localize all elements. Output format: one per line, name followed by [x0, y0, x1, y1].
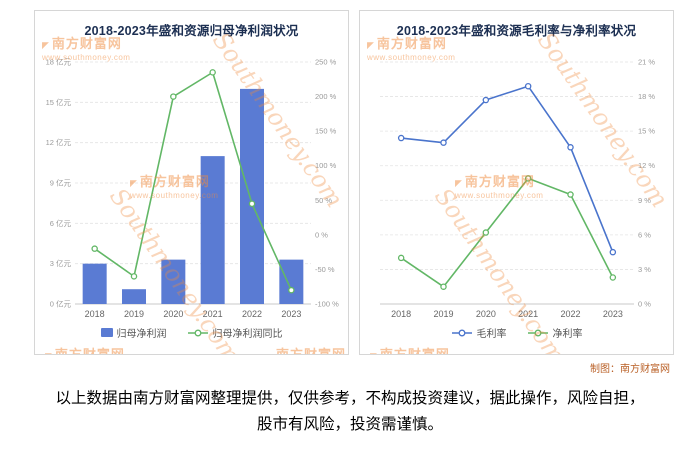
svg-text:2018: 2018 [391, 309, 411, 319]
svg-text:18 %: 18 % [638, 92, 655, 101]
chart-panel-net-profit: 2018-2023年盛和资源归母净利润状况 0 亿元 3 亿元 6 亿元 9 亿元 12… [34, 10, 349, 355]
svg-text:-50 %: -50 % [315, 265, 335, 274]
chart-legend: 毛利率 净利率 [360, 325, 673, 340]
legend-line-swatch [187, 328, 209, 338]
margins-chart: 0 % 3 % 6 % 9 % 12 % 15 % 18 % 21 % 2018 2019 2020… [380, 58, 655, 319]
watermark-logo-icon: ◤ [370, 351, 378, 354]
svg-text:21 %: 21 % [638, 58, 655, 67]
legend-item-net-profit: 归母净利润 [100, 325, 167, 340]
svg-text:9 %: 9 % [638, 196, 651, 205]
svg-text:18 亿元: 18 亿元 [46, 57, 72, 67]
svg-text:50 %: 50 % [315, 196, 332, 205]
watermark-bottom-left: ◤南方财富网 [45, 344, 125, 355]
svg-text:15 亿元: 15 亿元 [46, 97, 72, 107]
legend-item-net-margin: 净利率 [527, 325, 583, 340]
chart-legend: 归母净利润 归母净利润同比 [35, 325, 348, 340]
svg-text:0 %: 0 % [315, 230, 328, 239]
legend-label-net-margin: 净利率 [552, 329, 583, 340]
legend-label-gross-margin: 毛利率 [476, 329, 507, 340]
svg-text:3 亿元: 3 亿元 [50, 258, 72, 268]
svg-text:12 亿元: 12 亿元 [46, 137, 72, 147]
legend-label-yoy: 归母净利润同比 [212, 329, 283, 340]
net-profit-chart: 0 亿元 3 亿元 6 亿元 9 亿元 12 亿元 15 亿元 18 亿元 -100 % -50… [46, 57, 340, 320]
legend-bar-swatch [100, 328, 113, 337]
svg-text:2018: 2018 [85, 309, 105, 319]
watermark-logo-icon: ◤ [45, 351, 53, 354]
chart-title-net-profit: 2018-2023年盛和资源归母净利润状况 [84, 24, 299, 38]
svg-text:2023: 2023 [281, 309, 301, 319]
svg-text:250 %: 250 % [315, 58, 337, 67]
svg-text:6 亿元: 6 亿元 [50, 218, 72, 228]
svg-text:-100 %: -100 % [315, 300, 339, 309]
svg-text:0 亿元: 0 亿元 [50, 299, 72, 309]
chart-title-margins: 2018-2023年盛和资源毛利率与净利率状况 [396, 24, 637, 38]
svg-text:2021: 2021 [518, 309, 538, 319]
svg-text:6 %: 6 % [638, 230, 651, 239]
svg-text:2019: 2019 [124, 309, 144, 319]
svg-text:150 %: 150 % [315, 127, 337, 136]
svg-text:0 %: 0 % [638, 300, 651, 309]
legend-item-yoy: 归母净利润同比 [187, 325, 283, 340]
svg-text:3 %: 3 % [638, 265, 651, 274]
svg-text:12 %: 12 % [638, 161, 655, 170]
svg-text:2020: 2020 [163, 309, 183, 319]
svg-text:100 %: 100 % [315, 161, 337, 170]
legend-label-net-profit: 归母净利润 [116, 329, 167, 340]
chart-credit: 制图：南方财富网 [590, 364, 670, 375]
svg-text:9 亿元: 9 亿元 [50, 178, 72, 188]
chart-panel-margins: 2018-2023年盛和资源毛利率与净利率状况 0 % 3 % 6 % 9 % 12 %… [359, 10, 674, 355]
watermark-bottom-right: 南方财富网 [275, 344, 346, 355]
svg-text:2022: 2022 [242, 309, 262, 319]
watermark-brand: 南方财富网 [379, 347, 450, 355]
watermark-brand: 南方财富网 [54, 347, 125, 355]
svg-text:200 %: 200 % [315, 92, 337, 101]
disclaimer-text: 以上数据由南方财富网整理提供，仅供参考，不构成投资建议，据此操作，风险自担，股市… [55, 390, 645, 434]
svg-text:2019: 2019 [433, 309, 453, 319]
charts-row: 2018-2023年盛和资源归母净利润状况 0 亿元 3 亿元 6 亿元 9 亿元 12… [34, 10, 674, 355]
svg-text:2022: 2022 [560, 309, 580, 319]
svg-text:2020: 2020 [476, 309, 496, 319]
svg-text:2023: 2023 [603, 309, 623, 319]
watermark-brand: 南方财富网 [275, 347, 346, 355]
watermark-bottom-left: ◤南方财富网 [370, 344, 450, 355]
legend-line-swatch [527, 328, 549, 338]
svg-text:15 %: 15 % [638, 127, 655, 136]
legend-line-swatch [451, 328, 473, 338]
svg-text:2021: 2021 [203, 309, 223, 319]
legend-item-gross-margin: 毛利率 [451, 325, 507, 340]
